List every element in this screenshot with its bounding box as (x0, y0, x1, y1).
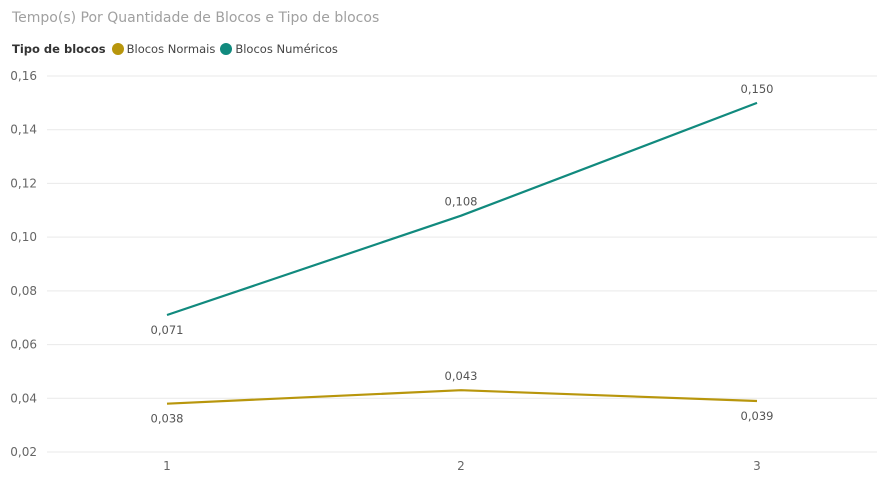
legend-label-blocos-numericos: Blocos Numéricos (235, 42, 338, 56)
data-label: 0,071 (151, 323, 184, 337)
data-label: 0,043 (445, 369, 478, 383)
y-tick-label: 0,06 (10, 338, 37, 352)
data-label: 0,038 (151, 412, 184, 426)
x-tick-label: 3 (753, 459, 761, 473)
y-tick-label: 0,08 (10, 284, 37, 298)
legend-marker-blocos-numericos (220, 43, 233, 55)
y-tick-label: 0,04 (10, 391, 37, 405)
y-tick-label: 0,02 (10, 445, 37, 459)
y-tick-label: 0,10 (10, 230, 37, 244)
legend-item-blocos-normais[interactable]: Blocos Normais (111, 42, 216, 56)
chart-title: Tempo(s) Por Quantidade de Blocos e Tipo… (12, 10, 380, 26)
y-tick-label: 0,14 (10, 123, 37, 137)
x-tick-label: 1 (163, 459, 171, 473)
y-tick-label: 0,12 (10, 176, 37, 190)
data-label: 0,039 (741, 409, 774, 423)
legend-title: Tipo de blocos (12, 42, 106, 56)
legend: Tipo de blocos Blocos Normais Blocos Num… (12, 42, 343, 56)
legend-marker-blocos-normais (111, 43, 124, 55)
data-label: 0,150 (741, 82, 774, 96)
data-label: 0,108 (445, 195, 478, 209)
y-tick-label: 0,16 (10, 69, 37, 83)
series-line-blocos-normais[interactable] (166, 389, 758, 405)
x-tick-label: 2 (457, 459, 465, 473)
legend-item-blocos-numericos[interactable]: Blocos Numéricos (220, 42, 338, 56)
series-line-blocos-numericos[interactable] (166, 101, 758, 317)
legend-label-blocos-normais: Blocos Normais (126, 42, 216, 56)
